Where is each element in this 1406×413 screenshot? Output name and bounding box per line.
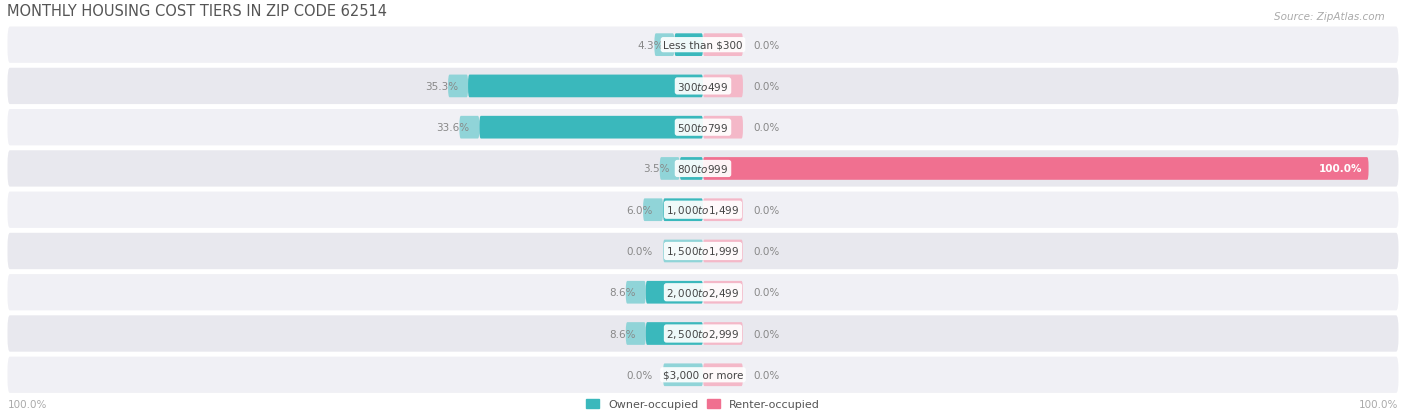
Text: 0.0%: 0.0% — [754, 287, 779, 297]
Text: $1,500 to $1,999: $1,500 to $1,999 — [666, 245, 740, 258]
FancyBboxPatch shape — [703, 323, 742, 345]
FancyBboxPatch shape — [7, 69, 1399, 105]
FancyBboxPatch shape — [703, 363, 742, 386]
FancyBboxPatch shape — [626, 281, 645, 304]
FancyBboxPatch shape — [468, 76, 703, 98]
FancyBboxPatch shape — [7, 151, 1399, 187]
Text: 100.0%: 100.0% — [7, 399, 46, 409]
FancyBboxPatch shape — [659, 158, 679, 180]
FancyBboxPatch shape — [675, 34, 703, 57]
FancyBboxPatch shape — [654, 34, 675, 57]
FancyBboxPatch shape — [449, 76, 468, 98]
Text: $2,500 to $2,999: $2,500 to $2,999 — [666, 327, 740, 340]
Text: 0.0%: 0.0% — [754, 82, 779, 92]
FancyBboxPatch shape — [7, 233, 1399, 269]
Text: 100.0%: 100.0% — [1360, 399, 1399, 409]
Text: 0.0%: 0.0% — [627, 370, 652, 380]
FancyBboxPatch shape — [703, 116, 742, 139]
Text: 0.0%: 0.0% — [627, 247, 652, 256]
Text: $2,000 to $2,499: $2,000 to $2,499 — [666, 286, 740, 299]
FancyBboxPatch shape — [703, 34, 742, 57]
Text: 0.0%: 0.0% — [754, 247, 779, 256]
FancyBboxPatch shape — [460, 116, 479, 139]
FancyBboxPatch shape — [664, 240, 703, 263]
Text: 8.6%: 8.6% — [609, 329, 636, 339]
Text: 0.0%: 0.0% — [754, 370, 779, 380]
Text: $800 to $999: $800 to $999 — [678, 163, 728, 175]
Text: $300 to $499: $300 to $499 — [678, 81, 728, 93]
FancyBboxPatch shape — [7, 274, 1399, 311]
FancyBboxPatch shape — [645, 281, 703, 304]
FancyBboxPatch shape — [626, 323, 645, 345]
Text: Less than $300: Less than $300 — [664, 40, 742, 50]
Text: MONTHLY HOUSING COST TIERS IN ZIP CODE 62514: MONTHLY HOUSING COST TIERS IN ZIP CODE 6… — [7, 4, 388, 19]
FancyBboxPatch shape — [7, 357, 1399, 393]
FancyBboxPatch shape — [479, 116, 703, 139]
Text: $1,000 to $1,499: $1,000 to $1,499 — [666, 204, 740, 217]
FancyBboxPatch shape — [679, 158, 703, 180]
Text: $500 to $799: $500 to $799 — [678, 122, 728, 134]
Text: 33.6%: 33.6% — [436, 123, 470, 133]
FancyBboxPatch shape — [703, 199, 742, 221]
Text: Source: ZipAtlas.com: Source: ZipAtlas.com — [1274, 12, 1385, 22]
FancyBboxPatch shape — [703, 158, 1368, 180]
Text: 8.6%: 8.6% — [609, 287, 636, 297]
Text: 6.0%: 6.0% — [627, 205, 652, 215]
Text: 0.0%: 0.0% — [754, 40, 779, 50]
FancyBboxPatch shape — [7, 316, 1399, 352]
Text: 4.3%: 4.3% — [638, 40, 665, 50]
FancyBboxPatch shape — [7, 192, 1399, 228]
FancyBboxPatch shape — [7, 27, 1399, 64]
FancyBboxPatch shape — [703, 76, 742, 98]
FancyBboxPatch shape — [703, 281, 742, 304]
Text: 0.0%: 0.0% — [754, 123, 779, 133]
Text: $3,000 or more: $3,000 or more — [662, 370, 744, 380]
Legend: Owner-occupied, Renter-occupied: Owner-occupied, Renter-occupied — [586, 399, 820, 409]
FancyBboxPatch shape — [7, 110, 1399, 146]
Text: 0.0%: 0.0% — [754, 329, 779, 339]
FancyBboxPatch shape — [703, 240, 742, 263]
FancyBboxPatch shape — [664, 363, 703, 386]
Text: 35.3%: 35.3% — [425, 82, 458, 92]
Text: 3.5%: 3.5% — [643, 164, 669, 174]
FancyBboxPatch shape — [643, 199, 664, 221]
Text: 100.0%: 100.0% — [1319, 164, 1362, 174]
Text: 0.0%: 0.0% — [754, 205, 779, 215]
FancyBboxPatch shape — [664, 199, 703, 221]
FancyBboxPatch shape — [645, 323, 703, 345]
